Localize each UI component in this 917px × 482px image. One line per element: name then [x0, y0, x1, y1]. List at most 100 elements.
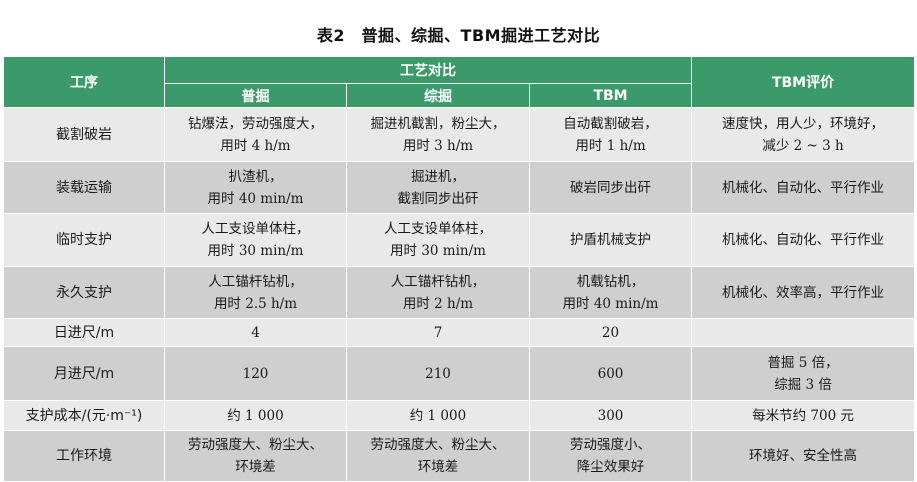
cell-pujue: 劳动强度大、粉尘大、 环境差 [164, 430, 347, 482]
cell-line: 扒渣机， [228, 168, 283, 185]
table-row: 支护成本/(元·m⁻¹) 约 1 000 约 1 000 300 每米节约 700 元 [3, 400, 916, 431]
cell-line: 钻爆法，劳动强度大， [188, 115, 323, 132]
cell-line: 综掘 3 倍 [774, 376, 832, 393]
cell-line: 用时 1 h/m [575, 137, 646, 154]
cell-pujue: 120 [164, 346, 347, 401]
cell-tbm: 破岩同步出矸 [528, 161, 693, 214]
cell-evaluation: 速度快，用人少，环境好， 减少 2 ~ 3 h [691, 107, 916, 162]
cell-line: 人工支设单体柱， [201, 221, 310, 237]
cell-zongjue: 掘进机截割，粉尘大， 用时 3 h/m [346, 107, 530, 162]
cell-line: 速度快，用人少，环境好， [722, 115, 885, 132]
cell-pujue: 扒渣机， 用时 40 min/m [164, 161, 347, 214]
row-label: 永久支护 [3, 266, 165, 319]
table-body: 截割破岩 钻爆法，劳动强度大， 用时 4 h/m 掘进机截割，粉尘大， 用时 3 h/m… [3, 107, 916, 482]
cell-line: 环境好、安全性高 [749, 448, 858, 464]
cell-line: 掘进机截割，粉尘大， [370, 115, 506, 132]
cell-tbm: 劳动强度小、 降尘效果好 [528, 430, 693, 482]
cell-line: 机械化、自动化、平行作业 [722, 232, 885, 248]
row-label: 装载运输 [3, 161, 165, 214]
cell-pujue: 约 1 000 [164, 400, 347, 431]
cell-line: 普掘 5 倍， [767, 354, 839, 371]
header-zongjue: 综掘 [346, 83, 530, 108]
table-row: 临时支护 人工支设单体柱， 用时 30 min/m 人工支设单体柱， 用时 30 min… [3, 213, 916, 267]
cell-evaluation: 每米节约 700 元 [691, 400, 916, 431]
cell-line: 降尘效果好 [576, 459, 645, 475]
cell-line: 300 [597, 407, 624, 424]
cell-line: 人工锚杆钻机， [208, 273, 303, 290]
header-comparison: 工艺对比 [163, 56, 693, 84]
cell-tbm: 300 [528, 400, 693, 431]
cell-zongjue: 劳动强度大、粉尘大、 环境差 [346, 430, 530, 482]
header-pujue: 普掘 [164, 83, 347, 108]
cell-pujue: 钻爆法，劳动强度大， 用时 4 h/m [164, 107, 347, 162]
cell-line: 用时 40 min/m [207, 190, 304, 207]
row-label: 工作环境 [3, 430, 165, 482]
cell-line: 环境差 [235, 459, 276, 475]
cell-line: 用时 3 h/m [402, 137, 474, 154]
cell-line: 机载钻机， [576, 273, 645, 290]
header-tbm: TBM [528, 83, 693, 108]
cell-line: 7 [433, 324, 443, 341]
cell-line: 环境差 [417, 459, 459, 475]
cell-zongjue: 7 [346, 318, 530, 347]
cell-evaluation: 机械化、效率高，平行作业 [691, 266, 916, 319]
cell-line: 破岩同步出矸 [570, 179, 652, 196]
cell-evaluation: 机械化、自动化、平行作业 [691, 161, 916, 214]
cell-tbm: 20 [528, 318, 693, 347]
cell-line: 用时 30 min/m [390, 243, 486, 259]
cell-evaluation: 环境好、安全性高 [691, 430, 916, 482]
table-row: 工作环境 劳动强度大、粉尘大、 环境差 劳动强度大、粉尘大、 环境差 劳动强度小、 降尘效果… [3, 430, 916, 482]
cell-zongjue: 约 1 000 [346, 400, 530, 431]
cell-tbm: 自动截割破岩， 用时 1 h/m [528, 107, 693, 162]
cell-line: 自动截割破岩， [563, 115, 658, 132]
cell-zongjue: 人工支设单体柱， 用时 30 min/m [346, 213, 530, 267]
cell-line: 用时 30 min/m [207, 243, 304, 259]
cell-line: 机械化、自动化、平行作业 [722, 179, 885, 196]
table-row: 日进尺/m 4 7 20 [3, 318, 916, 347]
cell-line: 4 [251, 324, 260, 341]
cell-line: 每米节约 700 元 [752, 407, 854, 424]
cell-line: 劳动强度小、 [570, 437, 652, 453]
cell-line: 用时 2.5 h/m [213, 295, 298, 312]
cell-line: 120 [242, 365, 269, 382]
cell-tbm: 机载钻机， 用时 40 min/m [528, 266, 693, 319]
cell-pujue: 4 [164, 318, 347, 347]
cell-zongjue: 210 [346, 346, 530, 401]
cell-line: 用时 40 min/m [562, 295, 659, 312]
cell-line: 人工支设单体柱， [384, 221, 492, 237]
cell-evaluation: 普掘 5 倍， 综掘 3 倍 [691, 346, 916, 401]
cell-pujue: 人工锚杆钻机， 用时 2.5 h/m [164, 266, 347, 319]
table-row: 截割破岩 钻爆法，劳动强度大， 用时 4 h/m 掘进机截割，粉尘大， 用时 3 h/m… [3, 107, 916, 162]
comparison-table: 工序 工艺对比 TBM评价 普掘 综掘 TBM 截割破岩 钻爆法，劳动强度大， 用时… [3, 56, 916, 482]
cell-line: 20 [601, 324, 620, 341]
cell-line: 600 [597, 365, 624, 382]
row-label: 日进尺/m [3, 318, 165, 347]
cell-line: 约 1 000 [409, 407, 467, 424]
table-row: 装载运输 扒渣机， 用时 40 min/m 掘进机， 截割同步出矸 破岩同步出矸 机械化、自… [3, 161, 916, 214]
row-label: 截割破岩 [3, 107, 165, 162]
cell-line: 用时 4 h/m [220, 137, 291, 154]
cell-line: 机械化、效率高，平行作业 [722, 284, 885, 301]
header-process: 工序 [3, 56, 165, 108]
cell-tbm: 600 [528, 346, 693, 401]
cell-line: 约 1 000 [227, 407, 284, 424]
cell-pujue: 人工支设单体柱， 用时 30 min/m [164, 213, 347, 267]
cell-line: 用时 2 h/m [402, 295, 474, 312]
table-row: 月进尺/m 120 210 600 普掘 5 倍， 综掘 3 倍 [3, 346, 916, 401]
cell-line: 减少 2 ~ 3 h [762, 137, 844, 154]
cell-line: 截割同步出矸 [397, 190, 479, 207]
cell-zongjue: 掘进机， 截割同步出矸 [346, 161, 530, 214]
cell-line: 劳动强度大、粉尘大、 [370, 437, 506, 453]
cell-line: 护盾机械支护 [570, 232, 652, 248]
cell-line: 210 [425, 365, 451, 382]
row-label: 支护成本/(元·m⁻¹) [3, 400, 165, 431]
cell-zongjue: 人工锚杆钻机， 用时 2 h/m [346, 266, 530, 319]
cell-line: 劳动强度大、粉尘大、 [188, 437, 323, 453]
cell-line: 人工锚杆钻机， [390, 273, 486, 290]
table-row: 永久支护 人工锚杆钻机， 用时 2.5 h/m 人工锚杆钻机， 用时 2 h/m 机载钻机… [3, 266, 916, 319]
cell-line: 掘进机， [411, 168, 465, 185]
cell-evaluation [691, 318, 916, 347]
header-evaluation: TBM评价 [691, 56, 916, 108]
row-label: 月进尺/m [3, 346, 165, 401]
cell-evaluation: 机械化、自动化、平行作业 [691, 213, 916, 267]
